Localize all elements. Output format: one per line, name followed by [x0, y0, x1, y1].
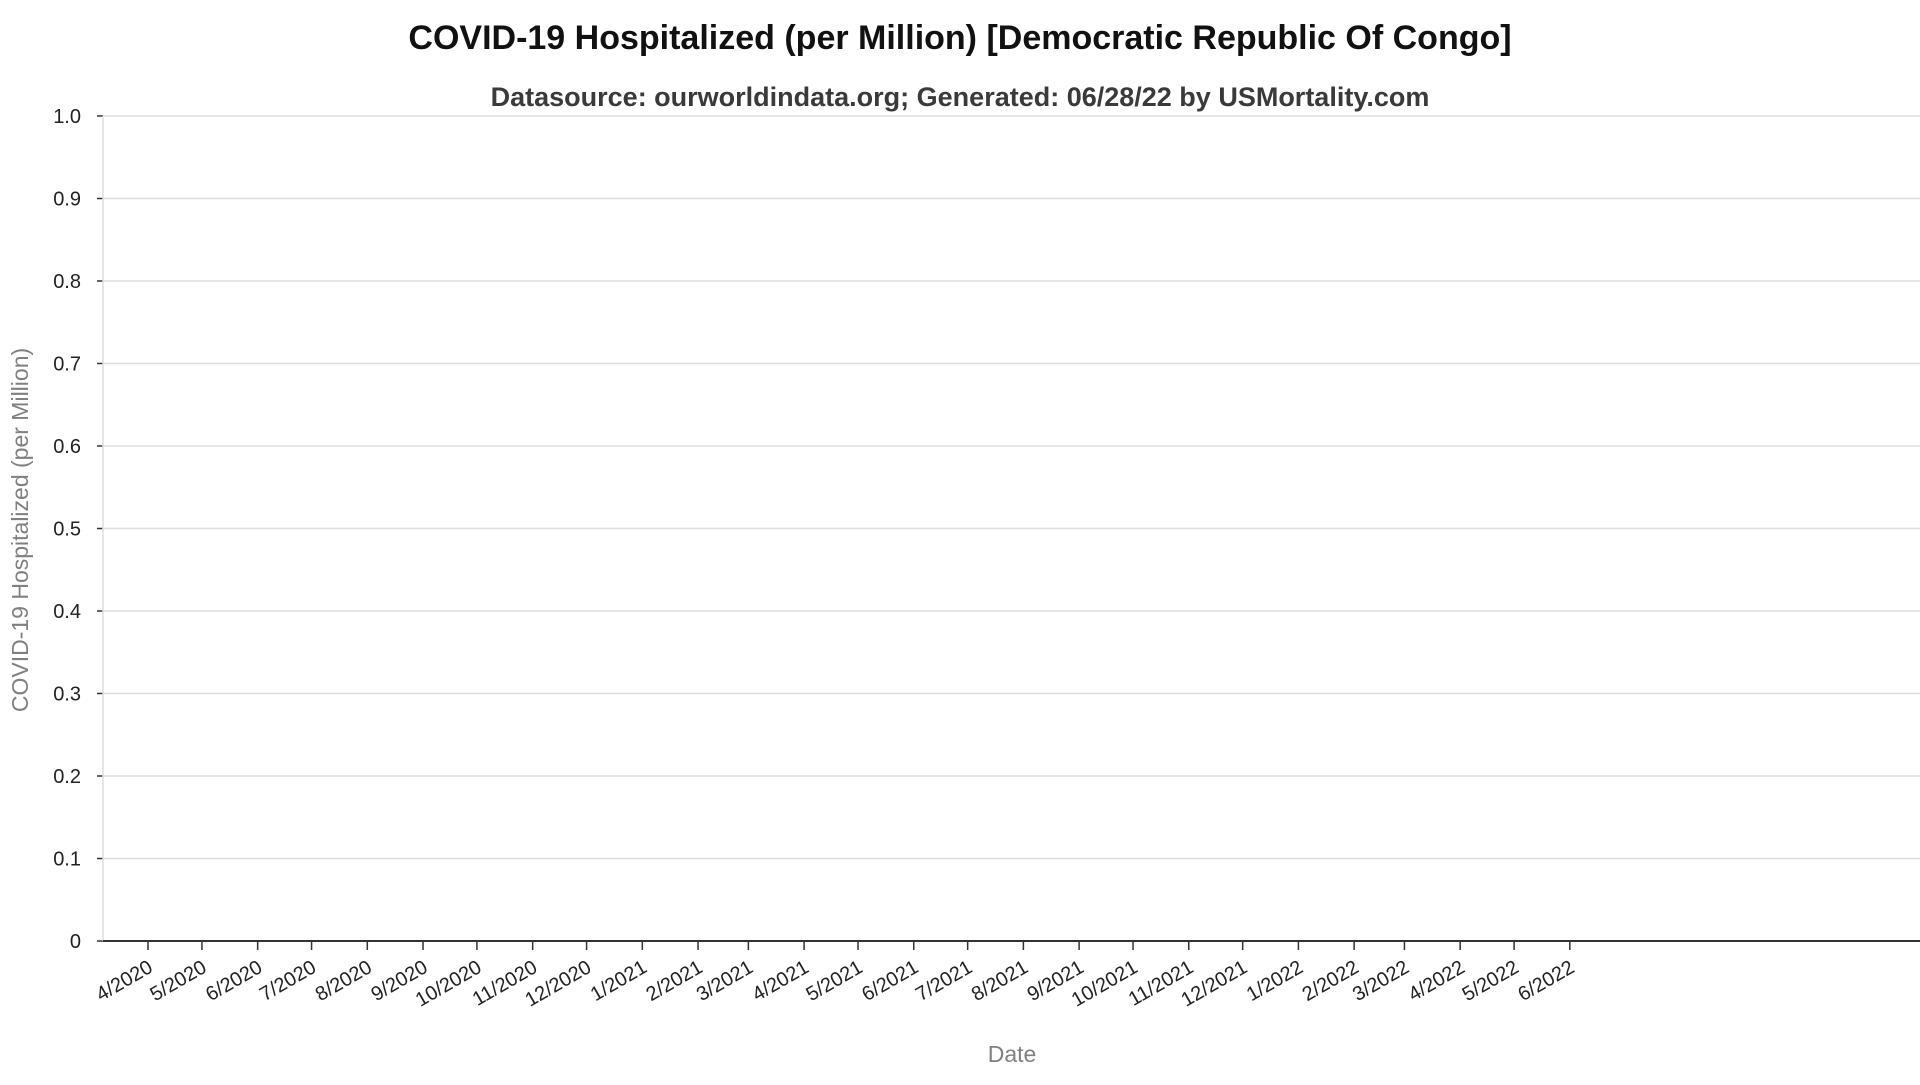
x-tick-label: 2/2021 [643, 956, 707, 1006]
x-tick-label: 6/2021 [858, 956, 922, 1006]
x-axis: 4/20205/20206/20207/20208/20209/202010/2… [93, 940, 1920, 1011]
x-tick-label: 5/2021 [803, 956, 867, 1006]
x-tick-label: 8/2020 [312, 956, 376, 1006]
y-tick-label: 0.7 [53, 354, 81, 376]
x-tick-label: 1/2022 [1243, 956, 1307, 1006]
x-tick-label: 6/2020 [202, 956, 266, 1006]
y-tick-label: 0.2 [53, 766, 81, 788]
x-tick-label: 5/2022 [1459, 956, 1523, 1006]
y-tick-label: 0.6 [53, 436, 81, 458]
x-tick-label: 3/2022 [1349, 956, 1413, 1006]
x-tick-label: 4/2022 [1405, 956, 1469, 1006]
y-tick-label: 0.4 [53, 601, 81, 623]
y-tick-label: 1.0 [53, 106, 81, 128]
x-tick-label: 7/2021 [912, 956, 976, 1006]
x-tick-label: 5/2020 [146, 956, 210, 1006]
x-tick-label: 8/2021 [968, 956, 1032, 1006]
y-tick-label: 0.5 [53, 519, 81, 541]
y-axis: 0 0.1 0.2 0.3 0.4 0.5 0.6 0.7 0.8 0.9 1.0 [53, 106, 104, 953]
x-tick-label: 7/2020 [256, 956, 320, 1006]
chart-subtitle: Datasource: ourworldindata.org; Generate… [491, 82, 1430, 112]
y-tick-label: 0 [70, 931, 81, 953]
x-tick-label: 1/2021 [587, 956, 651, 1006]
x-tick-label: 2/2022 [1299, 956, 1363, 1006]
grid-layer [103, 115, 1920, 860]
y-tick-label: 0.3 [53, 684, 81, 706]
x-tick-label: 6/2022 [1514, 956, 1578, 1006]
y-axis-label: COVID-19 Hospitalized (per Million) [7, 348, 33, 712]
chart-title: COVID-19 Hospitalized (per Million) [Dem… [408, 19, 1511, 57]
x-tick-label: 4/2021 [749, 956, 813, 1006]
y-tick-label: 0.1 [53, 849, 81, 871]
y-tick-label: 0.8 [53, 271, 81, 293]
x-axis-label: Date [988, 1041, 1037, 1067]
x-tick-label: 4/2020 [93, 956, 157, 1006]
y-tick-label: 0.9 [53, 189, 81, 211]
x-tick-label: 3/2021 [693, 956, 757, 1006]
